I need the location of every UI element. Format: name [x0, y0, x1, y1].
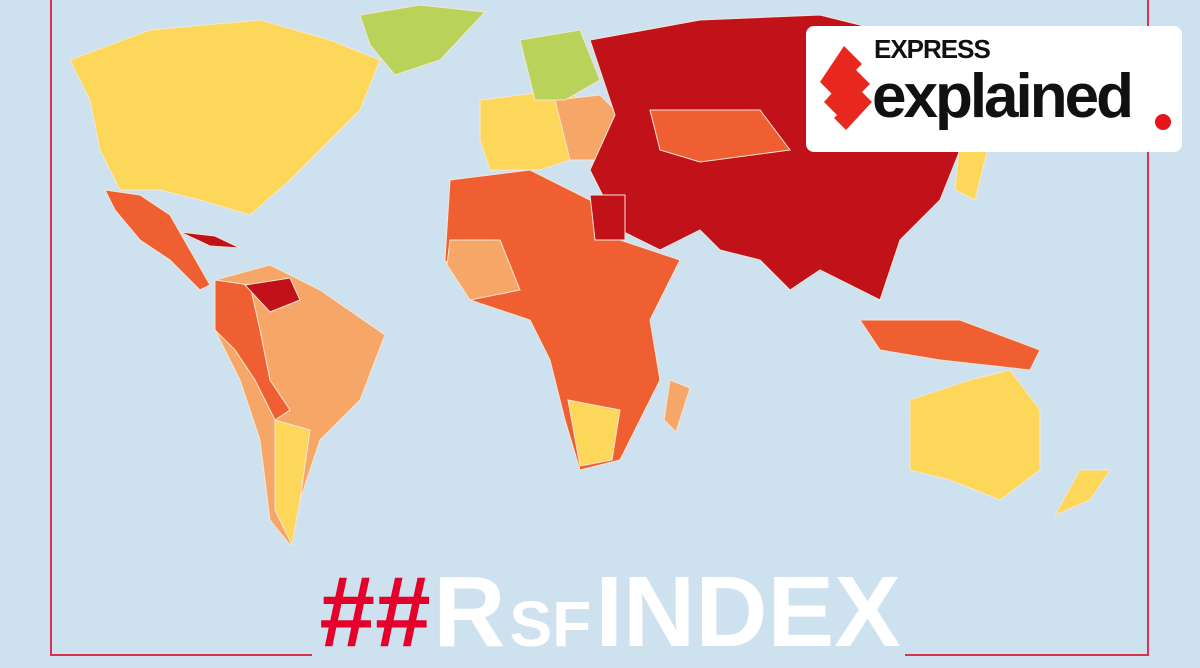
rsf-index-hashtag: ## R SF INDEX [318, 562, 901, 662]
region-australia [909, 369, 1041, 501]
hashtag-sf: SF [509, 588, 592, 660]
region-new-zealand [1053, 469, 1111, 517]
frame-left [50, 0, 52, 656]
region-southern-africa [567, 399, 621, 467]
express-explained-logo: EXPRESS explained [806, 26, 1182, 152]
hash-symbol: ## [318, 556, 430, 668]
region-greenland [359, 4, 487, 76]
express-logo-icon [820, 46, 872, 130]
hashtag-index: INDEX [595, 556, 901, 668]
region-scandinavia [519, 29, 601, 101]
region-north-america [69, 19, 381, 216]
region-argentina [274, 419, 311, 547]
region-central-asia [649, 109, 791, 163]
region-cuba [179, 231, 241, 249]
brand-line1: EXPRESS [874, 34, 991, 64]
region-madagascar [663, 379, 691, 433]
region-southeast-asia [859, 319, 1041, 371]
region-central-america [104, 189, 211, 291]
brand-dot [1155, 114, 1171, 130]
region-venezuela [243, 277, 301, 313]
frame-bottom-left [50, 654, 312, 656]
frame-right [1147, 0, 1149, 656]
hashtag-r: R [433, 556, 506, 668]
brand-line2: explained [872, 62, 1134, 131]
region-andes [214, 279, 291, 421]
region-west-africa [446, 239, 521, 301]
region-egypt [589, 194, 626, 241]
frame-bottom-right [905, 654, 1149, 656]
